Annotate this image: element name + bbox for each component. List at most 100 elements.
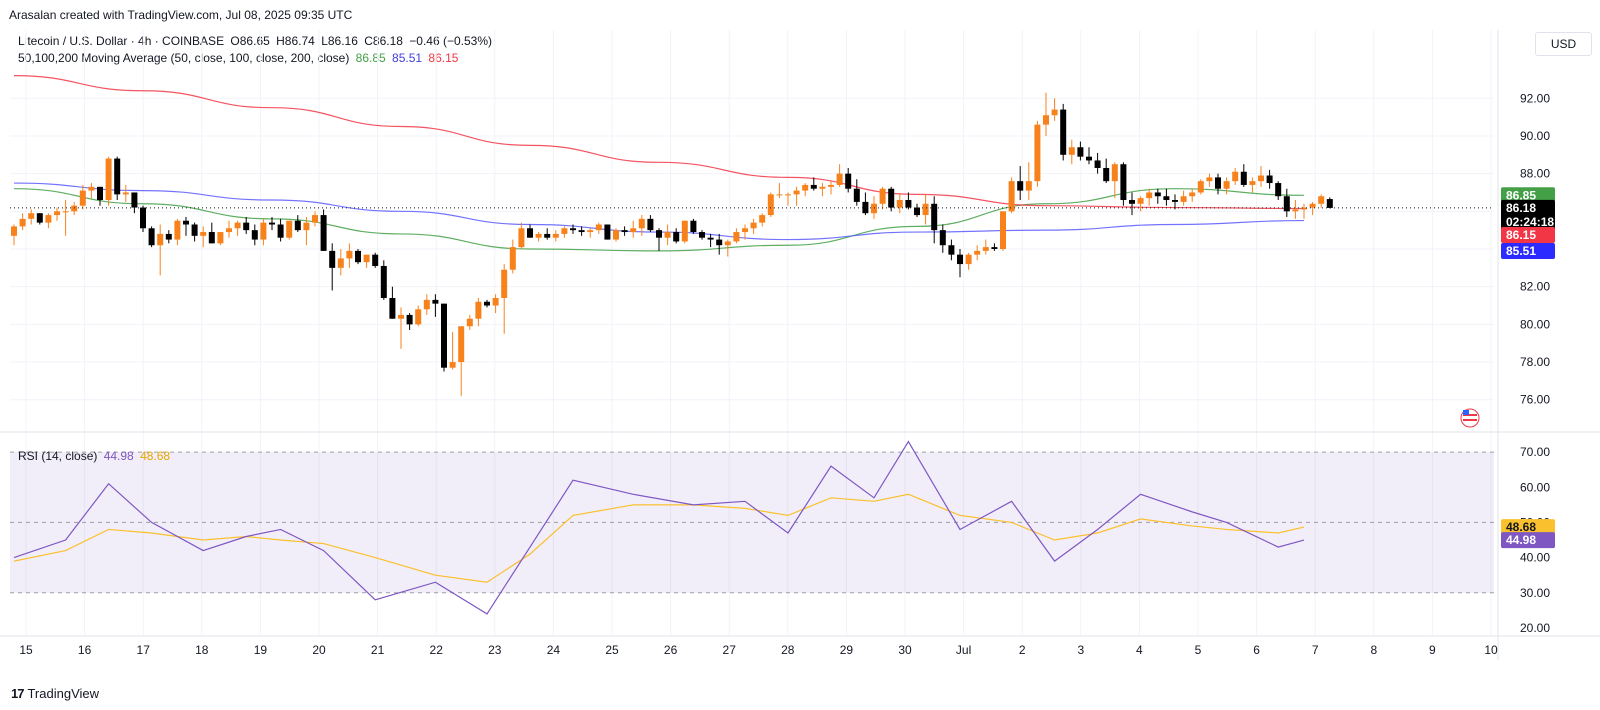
candle-body <box>423 299 430 310</box>
candle-body <box>1215 177 1221 189</box>
candle-body <box>458 326 465 363</box>
ma200-price-badge-bg <box>1501 227 1555 243</box>
time-tick-label: 8 <box>1370 643 1377 657</box>
candle-body <box>191 224 198 236</box>
rsi-badge-text: 44.98 <box>1506 533 1536 547</box>
flag-stripe <box>1463 419 1477 421</box>
rsi-ma-badge-bg <box>1501 519 1555 536</box>
time-tick-label: 25 <box>605 643 619 657</box>
candles <box>10 92 1494 396</box>
candle-body <box>948 245 955 255</box>
candle-body <box>286 220 293 238</box>
candle-body <box>991 247 998 249</box>
moving-average-lines <box>13 75 1305 252</box>
candle-body <box>742 228 748 233</box>
last-price-badge-text: 86.18 <box>1506 201 1536 215</box>
candle-body <box>681 220 688 242</box>
candle-body <box>604 224 611 240</box>
time-tick-label: 22 <box>430 643 444 657</box>
candle-body <box>1283 196 1290 212</box>
time-tick-label: 26 <box>664 643 678 657</box>
candle-body <box>1017 181 1024 191</box>
candle-body <box>1266 175 1273 184</box>
symbol-title[interactable]: Litecoin / U.S. Dollar · 4h · COINBASE <box>18 34 225 48</box>
flag-stripe <box>1463 414 1477 416</box>
candle-body <box>1301 207 1307 210</box>
rsi-badge: 44.98 <box>1501 532 1555 549</box>
candle-body <box>836 173 843 185</box>
time-tick-label: 17 <box>137 643 151 657</box>
rsi-tick-label: 70.00 <box>1520 445 1550 459</box>
time-tick-label: 28 <box>781 643 795 657</box>
candle-body <box>303 222 310 231</box>
time-tick-label: 16 <box>78 643 92 657</box>
candle-body <box>140 207 146 229</box>
candle-body <box>1240 171 1247 185</box>
attribution-text: Arasalan created with TradingView.com, J… <box>9 8 353 22</box>
candle-body <box>1154 192 1161 197</box>
candle-body <box>888 188 895 208</box>
rsi-legend-title[interactable]: RSI (14, close) <box>18 449 98 463</box>
candle-body <box>449 362 456 368</box>
ma200-price-badge: 86.15 <box>1501 227 1555 243</box>
candle-body <box>853 188 860 202</box>
candle-body <box>1146 192 1153 199</box>
currency-button[interactable]: USD <box>1535 32 1592 56</box>
candle-body <box>28 213 35 219</box>
time-tick-label: 30 <box>898 643 912 657</box>
candle-body <box>828 184 834 187</box>
time-tick-label: 6 <box>1253 643 1260 657</box>
candle-body <box>79 190 86 206</box>
candle-body <box>1120 164 1127 201</box>
candle-body <box>1197 181 1204 193</box>
grid-lines <box>0 30 1600 660</box>
chart-canvas[interactable]: 92.0090.0088.0086.0084.0082.0080.0078.00… <box>0 0 1600 680</box>
candle-body <box>595 224 602 231</box>
time-tick-label: 29 <box>840 643 854 657</box>
candle-body <box>1094 160 1101 168</box>
candle-body <box>183 220 189 225</box>
ohlc-change: −0.46 (−0.53%) <box>409 34 493 48</box>
ma-legend-title[interactable]: 50,100,200 Moving Average (50, close, 10… <box>18 51 350 65</box>
ma50-price-badge-bg <box>1501 187 1555 204</box>
ohlc-high: H86.74 <box>276 34 315 48</box>
candle-body <box>484 301 490 306</box>
candle-body <box>1326 199 1333 208</box>
rsi-badge-bg <box>1501 532 1555 549</box>
candle-body <box>1249 181 1256 185</box>
candle-body <box>122 192 129 195</box>
rsi-line <box>13 440 1305 615</box>
candle-body <box>380 265 387 298</box>
candle-body <box>845 173 852 189</box>
candle-body <box>810 184 817 189</box>
candle-body <box>733 232 740 242</box>
candle-body <box>406 314 413 325</box>
candle-body <box>750 222 757 229</box>
footer-brand-text: TradingView <box>27 686 100 701</box>
candle-body <box>200 232 207 236</box>
candle-body <box>71 205 78 212</box>
candle-body <box>1111 164 1118 182</box>
candle-body <box>1103 167 1110 182</box>
candle-body <box>62 211 69 213</box>
candle-body <box>690 220 697 233</box>
candle-body <box>105 158 112 201</box>
candle-body <box>346 250 353 259</box>
last-price-badge-text: 02:24:18 <box>1506 215 1554 229</box>
footer-brand[interactable]: 17 TradingView <box>11 686 99 701</box>
candle-body <box>1086 156 1092 161</box>
candle-body <box>535 233 542 238</box>
candle-body <box>656 230 662 238</box>
candle-body <box>97 186 103 201</box>
candle-body <box>492 297 499 306</box>
candle-body <box>148 228 155 246</box>
candle-body <box>630 228 637 233</box>
time-tick-label: 5 <box>1195 643 1202 657</box>
time-tick-label: 18 <box>195 643 209 657</box>
candle-body <box>1275 183 1282 197</box>
ohlc-low: L86.16 <box>321 34 358 48</box>
candle-body <box>114 158 121 195</box>
time-tick-label: 20 <box>312 643 326 657</box>
